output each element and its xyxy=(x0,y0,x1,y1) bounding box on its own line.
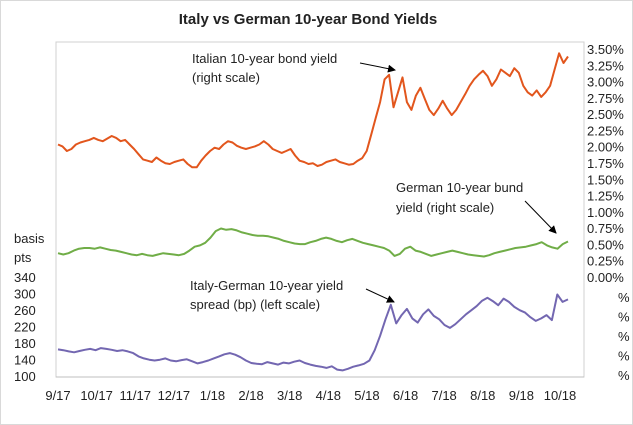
german-annotation-line1: German 10-year bund xyxy=(396,180,523,195)
left-tick-label: 140 xyxy=(14,353,36,368)
german-yield-line xyxy=(57,227,569,258)
right-tick-label: 3.25% xyxy=(587,58,624,73)
x-tick-label: 4/18 xyxy=(316,388,341,403)
x-tick-label: 10/18 xyxy=(544,388,577,403)
right-tick-label: 0.00% xyxy=(587,270,624,285)
x-tick-label: 7/18 xyxy=(431,388,456,403)
right-tick-label: 0.25% xyxy=(587,254,624,269)
right-tick-label: 2.25% xyxy=(587,123,624,138)
spread-annotation-line1: Italy-German 10-year yield xyxy=(190,278,343,293)
right-tick-label: 2.75% xyxy=(587,91,624,106)
right-tick-label: % xyxy=(618,368,630,383)
x-tick-label: 3/18 xyxy=(277,388,302,403)
right-tick-label: % xyxy=(618,310,630,325)
spread-annotation-line2: spread (bp) (left scale) xyxy=(190,297,320,312)
x-tick-label: 9/18 xyxy=(509,388,534,403)
x-tick-label: 5/18 xyxy=(354,388,379,403)
right-tick-label: 3.00% xyxy=(587,75,624,90)
italian-annotation-arrow xyxy=(359,62,396,73)
italian-annotation-line2: (right scale) xyxy=(192,70,260,85)
left-axis-label-line1: basis xyxy=(14,231,45,246)
x-tick-label: 2/18 xyxy=(238,388,263,403)
left-tick-label: 340 xyxy=(14,270,36,285)
x-tick-label: 11/17 xyxy=(119,388,151,403)
x-tick-label: 9/17 xyxy=(45,388,70,403)
x-tick-label: 10/17 xyxy=(80,388,113,403)
chart-title: Italy vs German 10-year Bond Yields xyxy=(179,11,437,28)
right-tick-label: % xyxy=(618,290,630,305)
right-tick-label: % xyxy=(618,349,630,364)
x-tick-label: 8/18 xyxy=(470,388,495,403)
german-annotation-arrow xyxy=(524,200,557,234)
left-tick-label: 180 xyxy=(14,336,36,351)
right-tick-label: 2.00% xyxy=(587,140,624,155)
german-annotation-line2: yield (right scale) xyxy=(396,200,494,215)
left-axis-label-line2: pts xyxy=(14,250,32,265)
right-tick-label: 0.75% xyxy=(587,221,624,236)
right-tick-label: 1.75% xyxy=(587,156,624,171)
right-tick-label: 3.50% xyxy=(587,42,624,57)
right-tick-label: 1.25% xyxy=(587,189,624,204)
italian-yield-line xyxy=(57,52,569,169)
left-tick-label: 260 xyxy=(14,303,36,318)
x-axis: 9/17 10/17 11/17 12/17 1/18 2/18 3/18 4/18 5/18 6… xyxy=(45,388,576,403)
left-tick-label: 300 xyxy=(14,287,36,302)
spread-line xyxy=(57,293,569,372)
spread-annotation-arrow xyxy=(365,288,395,303)
plot-area xyxy=(55,41,585,378)
x-tick-label: 6/18 xyxy=(393,388,418,403)
right-tick-label: % xyxy=(618,329,630,344)
italian-annotation-line1: Italian 10-year bond yield xyxy=(192,51,337,66)
left-tick-label: 100 xyxy=(14,369,36,384)
right-axis: 3.50%3.25% 3.00%2.75%2.50%2.25% 2.00%1.75%… xyxy=(587,42,630,383)
right-tick-label: 0.50% xyxy=(587,237,624,252)
x-tick-label: 1/18 xyxy=(200,388,225,403)
x-tick-label: 12/17 xyxy=(158,388,191,403)
series-layer xyxy=(57,52,569,372)
right-tick-label: 2.50% xyxy=(587,107,624,122)
left-tick-label: 220 xyxy=(14,320,36,335)
right-tick-label: 1.00% xyxy=(587,205,624,220)
plot-border xyxy=(55,41,585,378)
right-tick-label: 1.50% xyxy=(587,172,624,187)
